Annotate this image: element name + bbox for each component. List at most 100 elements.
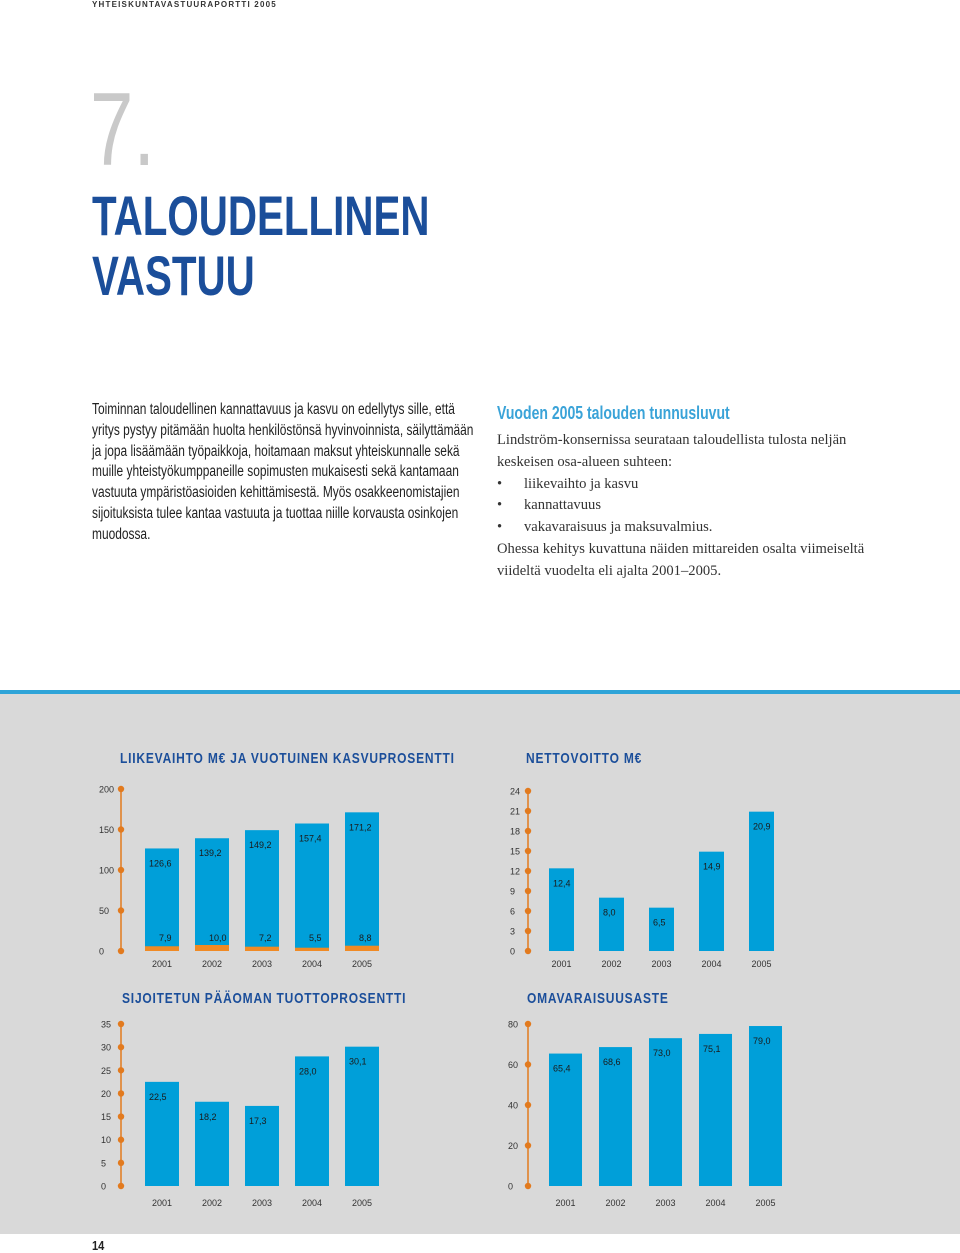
y-tick-dot <box>524 1182 532 1190</box>
y-tick-dot <box>117 1113 125 1120</box>
y-tick-label: 0 <box>101 1182 106 1192</box>
growth-bar <box>295 947 329 951</box>
x-tick-label: 2005 <box>352 1198 372 1208</box>
intro-text: Toiminnan taloudellinen kannattavuus ja … <box>92 400 477 546</box>
chart-title-equity-ratio: OMAVARAISUUSASTE <box>527 990 669 1007</box>
bar-value-label: 20,9 <box>753 822 771 832</box>
list-item: vakavaraisuus ja maksuvalmius. <box>497 517 897 539</box>
y-tick-label: 40 <box>508 1101 518 1111</box>
key-figures-box: Vuoden 2005 talouden tunnusluvut Lindstr… <box>497 403 897 583</box>
y-tick-label: 24 <box>510 787 520 797</box>
y-tick-dot <box>117 1067 125 1074</box>
bar-value-label: 12,4 <box>553 878 571 888</box>
y-tick-label: 50 <box>99 906 109 916</box>
y-tick-dot <box>524 1061 532 1068</box>
bar-value-label: 30,1 <box>349 1057 367 1067</box>
x-tick-label: 2003 <box>252 959 272 969</box>
key-figures-lead: Lindström-konsernissa seurataan taloudel… <box>497 432 847 470</box>
bar <box>649 1038 682 1186</box>
bar-value-label: 139,2 <box>199 848 222 858</box>
key-figures-title: Vuoden 2005 talouden tunnusluvut <box>497 403 730 423</box>
y-tick-dot <box>117 1020 125 1028</box>
x-tick-label: 2003 <box>655 1198 675 1208</box>
y-tick-label: 100 <box>99 866 114 876</box>
bar-value-label: 75,1 <box>703 1044 721 1054</box>
x-tick-label: 2001 <box>152 1198 172 1208</box>
bar-value-label: 171,2 <box>349 822 372 832</box>
bar <box>599 1047 632 1186</box>
bar <box>145 848 179 951</box>
bar <box>649 907 674 951</box>
key-figures-list: liikevaihto ja kasvu kannattavuus vakava… <box>497 474 897 539</box>
y-tick-dot <box>117 826 125 833</box>
bar <box>549 868 574 951</box>
y-tick-label: 80 <box>508 1020 518 1030</box>
y-tick-dot <box>524 947 532 955</box>
x-tick-label: 2002 <box>605 1198 625 1208</box>
bar-value-label: 6,5 <box>653 918 666 928</box>
bar-value-label: 149,2 <box>249 840 272 850</box>
growth-value-label: 8,8 <box>359 933 372 943</box>
y-tick-dot <box>117 1043 125 1051</box>
bar-value-label: 65,4 <box>553 1064 571 1074</box>
bar-value-label: 126,6 <box>149 858 172 868</box>
growth-value-label: 7,9 <box>159 933 172 943</box>
bar <box>295 1056 329 1186</box>
y-tick-label: 21 <box>510 807 520 817</box>
x-tick-label: 2005 <box>755 1198 775 1208</box>
x-tick-label: 2004 <box>302 1198 322 1208</box>
y-tick-label: 9 <box>510 887 515 897</box>
x-tick-label: 2004 <box>705 1198 725 1208</box>
y-tick-label: 60 <box>508 1060 518 1070</box>
y-tick-label: 30 <box>101 1043 111 1053</box>
growth-value-label: 10,0 <box>209 933 227 943</box>
bar <box>599 897 624 951</box>
y-tick-label: 150 <box>99 825 114 835</box>
x-tick-label: 2002 <box>601 959 621 969</box>
bar <box>749 1026 782 1186</box>
bar-value-label: 157,4 <box>299 834 322 844</box>
bar <box>245 1105 279 1186</box>
growth-value-label: 5,5 <box>309 933 322 943</box>
report-header: YHTEISKUNTAVASTUURAPORTTI 2005 <box>92 0 277 9</box>
bar-value-label: 17,3 <box>249 1116 267 1126</box>
bar <box>295 823 329 951</box>
intro-paragraph: Toiminnan taloudellinen kannattavuus ja … <box>92 401 474 543</box>
y-tick-label: 0 <box>508 1182 513 1192</box>
key-figures-tail: Ohessa kehitys kuvattuna näiden mittarei… <box>497 540 865 579</box>
y-tick-label: 3 <box>510 927 515 937</box>
x-tick-label: 2005 <box>751 959 771 969</box>
y-tick-label: 35 <box>101 1020 111 1030</box>
bar-value-label: 68,6 <box>603 1057 621 1067</box>
chart-title-roi: SIJOITETUN PÄÄOMAN TUOTTOPROSENTTI <box>122 990 407 1007</box>
chapter-title-line-2: VASTUU <box>92 244 255 307</box>
x-tick-label: 2004 <box>302 959 322 969</box>
growth-value-label: 7,2 <box>259 933 272 943</box>
bar <box>549 1053 582 1186</box>
y-tick-label: 200 <box>99 785 114 795</box>
y-tick-label: 25 <box>101 1066 111 1076</box>
bar <box>699 1033 732 1186</box>
y-tick-label: 5 <box>101 1158 106 1168</box>
list-item: kannattavuus <box>497 495 897 517</box>
y-tick-label: 20 <box>508 1141 518 1151</box>
x-tick-label: 2001 <box>555 1198 575 1208</box>
bar <box>699 851 724 951</box>
chart-title-net-profit: NETTOVOITTO M€ <box>526 750 643 767</box>
y-tick-dot <box>524 1142 532 1149</box>
bar <box>245 830 279 951</box>
bar-value-label: 28,0 <box>299 1066 317 1076</box>
growth-bar <box>195 945 229 951</box>
bar <box>345 812 379 951</box>
bar <box>195 1101 229 1186</box>
x-tick-label: 2002 <box>202 1198 222 1208</box>
x-tick-label: 2003 <box>252 1198 272 1208</box>
list-item: liikevaihto ja kasvu <box>497 474 897 496</box>
bar-value-label: 8,0 <box>603 908 616 918</box>
bar <box>749 811 774 951</box>
y-tick-label: 0 <box>510 947 515 957</box>
y-tick-dot <box>117 866 125 874</box>
bar <box>145 1081 179 1186</box>
growth-bar <box>145 946 179 951</box>
chapter-title-line-1: TALOUDELLINEN <box>92 184 430 247</box>
